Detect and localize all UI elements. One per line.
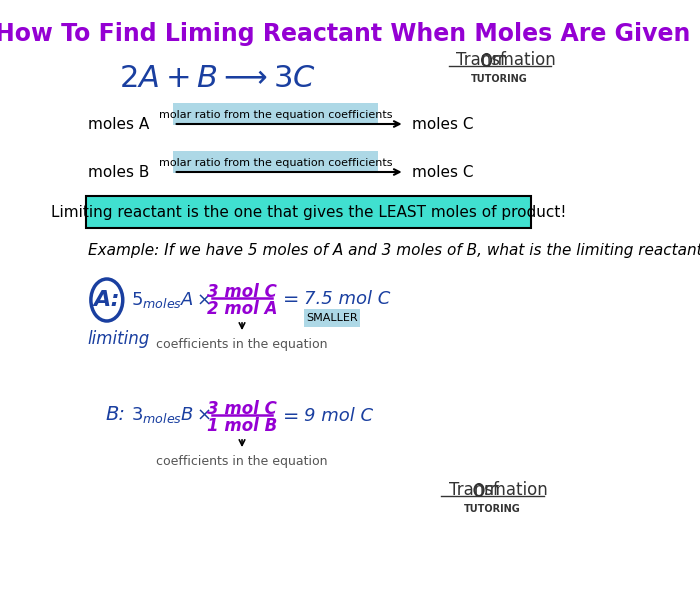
Text: 2 mol A: 2 mol A	[206, 300, 277, 318]
Text: Transf: Transf	[456, 51, 506, 69]
FancyBboxPatch shape	[304, 309, 360, 327]
Text: $3_{moles}B\times$: $3_{moles}B\times$	[131, 405, 211, 425]
Text: rmation: rmation	[484, 481, 548, 499]
Text: 3 mol C: 3 mol C	[207, 283, 277, 301]
Text: 3 mol C: 3 mol C	[207, 400, 277, 418]
Text: moles C: moles C	[412, 116, 474, 132]
Text: TUTORING: TUTORING	[471, 74, 528, 84]
Text: moles B: moles B	[88, 165, 149, 179]
Text: =: =	[284, 407, 300, 426]
Text: 9 mol C: 9 mol C	[304, 407, 373, 425]
Text: coefficients in the equation: coefficients in the equation	[156, 338, 328, 351]
Text: molar ratio from the equation coefficients: molar ratio from the equation coefficien…	[159, 158, 392, 168]
Text: Limiting reactant is the one that gives the LEAST moles of product!: Limiting reactant is the one that gives …	[51, 204, 566, 220]
Text: 7.5 mol C: 7.5 mol C	[304, 290, 391, 308]
FancyBboxPatch shape	[173, 103, 378, 125]
Text: molar ratio from the equation coefficients: molar ratio from the equation coefficien…	[159, 110, 392, 120]
Text: moles A: moles A	[88, 116, 149, 132]
Text: 1 mol B: 1 mol B	[207, 417, 277, 435]
Text: How To Find Liming Reactant When Moles Are Given: How To Find Liming Reactant When Moles A…	[0, 22, 690, 46]
Text: TUTORING: TUTORING	[463, 504, 520, 514]
Text: rmation: rmation	[491, 51, 556, 69]
Text: coefficients in the equation: coefficients in the equation	[156, 455, 328, 468]
Text: moles C: moles C	[412, 165, 474, 179]
Text: A:: A:	[94, 290, 120, 310]
Text: SMALLER: SMALLER	[306, 313, 358, 323]
Text: $5_{moles}A\times$: $5_{moles}A\times$	[131, 290, 211, 310]
Text: B:: B:	[105, 405, 125, 424]
Text: Transf: Transf	[449, 481, 498, 499]
Text: =: =	[284, 290, 300, 309]
Text: Example: If we have 5 moles of A and 3 moles of B, what is the limiting reactant: Example: If we have 5 moles of A and 3 m…	[88, 243, 700, 258]
Text: $2A + B \longrightarrow 3C$: $2A + B \longrightarrow 3C$	[118, 64, 316, 92]
Text: limiting: limiting	[88, 330, 150, 348]
FancyBboxPatch shape	[86, 196, 531, 228]
FancyBboxPatch shape	[173, 151, 378, 173]
